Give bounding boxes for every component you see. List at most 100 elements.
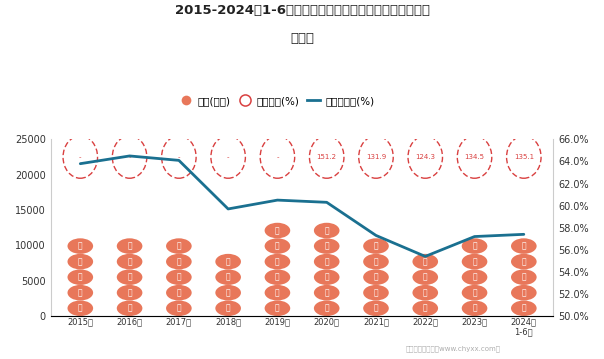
Text: 债: 债 xyxy=(226,273,231,282)
Text: 债: 债 xyxy=(324,242,329,251)
Text: 债: 债 xyxy=(472,273,477,282)
Ellipse shape xyxy=(314,285,339,300)
Ellipse shape xyxy=(68,269,93,285)
Text: 134.5: 134.5 xyxy=(464,154,484,160)
Text: 债: 债 xyxy=(521,242,526,251)
Text: 债: 债 xyxy=(78,288,83,297)
Ellipse shape xyxy=(265,285,291,300)
Text: 135.1: 135.1 xyxy=(514,154,534,160)
Ellipse shape xyxy=(461,269,487,285)
Text: -: - xyxy=(178,154,180,160)
Ellipse shape xyxy=(511,254,536,269)
Text: -: - xyxy=(276,154,278,160)
Ellipse shape xyxy=(314,269,339,285)
Ellipse shape xyxy=(265,238,291,254)
Text: 债: 债 xyxy=(521,304,526,313)
Text: 债: 债 xyxy=(176,273,181,282)
Ellipse shape xyxy=(511,300,536,316)
Text: 债: 债 xyxy=(176,257,181,266)
Text: 债: 债 xyxy=(374,257,378,266)
Text: 债: 债 xyxy=(472,242,477,251)
Ellipse shape xyxy=(314,254,339,269)
Text: -: - xyxy=(79,154,82,160)
Ellipse shape xyxy=(461,238,487,254)
Ellipse shape xyxy=(117,285,143,300)
Ellipse shape xyxy=(363,285,389,300)
Text: 债: 债 xyxy=(275,273,280,282)
Text: 债: 债 xyxy=(324,226,329,235)
Text: 债: 债 xyxy=(275,257,280,266)
Ellipse shape xyxy=(117,269,143,285)
Ellipse shape xyxy=(68,285,93,300)
Text: 债: 债 xyxy=(127,257,132,266)
Text: 债: 债 xyxy=(521,257,526,266)
Ellipse shape xyxy=(117,238,143,254)
Text: 债: 债 xyxy=(423,288,428,297)
Text: 债: 债 xyxy=(275,304,280,313)
Text: 124.3: 124.3 xyxy=(416,154,435,160)
Ellipse shape xyxy=(511,269,536,285)
Text: 债: 债 xyxy=(275,242,280,251)
Text: 债: 债 xyxy=(127,273,132,282)
Text: -: - xyxy=(227,154,230,160)
Ellipse shape xyxy=(166,238,191,254)
Ellipse shape xyxy=(314,300,339,316)
Ellipse shape xyxy=(216,300,241,316)
Text: 债: 债 xyxy=(226,288,231,297)
Ellipse shape xyxy=(68,254,93,269)
Text: 债: 债 xyxy=(423,304,428,313)
Text: 债: 债 xyxy=(374,304,378,313)
Ellipse shape xyxy=(166,285,191,300)
Text: 债: 债 xyxy=(226,257,231,266)
Text: 统计图: 统计图 xyxy=(290,32,314,45)
Text: 债: 债 xyxy=(226,304,231,313)
Text: 债: 债 xyxy=(78,273,83,282)
Ellipse shape xyxy=(413,285,438,300)
Ellipse shape xyxy=(511,285,536,300)
Ellipse shape xyxy=(265,269,291,285)
Text: 债: 债 xyxy=(78,304,83,313)
Text: 2015-2024年1-6月石油、煤炭及其他燃料加工业企业负债: 2015-2024年1-6月石油、煤炭及其他燃料加工业企业负债 xyxy=(175,4,429,17)
Ellipse shape xyxy=(216,285,241,300)
Ellipse shape xyxy=(265,254,291,269)
Ellipse shape xyxy=(216,269,241,285)
Ellipse shape xyxy=(265,223,291,238)
Text: 债: 债 xyxy=(176,288,181,297)
Text: 131.9: 131.9 xyxy=(366,154,386,160)
Text: 债: 债 xyxy=(472,288,477,297)
Text: 债: 债 xyxy=(275,288,280,297)
Legend: 负债(亿元), 产权比率(%), 资产负债率(%): 负债(亿元), 产权比率(%), 资产负债率(%) xyxy=(175,92,379,110)
Ellipse shape xyxy=(461,285,487,300)
Text: 债: 债 xyxy=(176,304,181,313)
Text: 债: 债 xyxy=(176,242,181,251)
Ellipse shape xyxy=(511,238,536,254)
Text: 债: 债 xyxy=(127,304,132,313)
Text: 债: 债 xyxy=(324,273,329,282)
Text: 151.2: 151.2 xyxy=(316,154,336,160)
Text: 债: 债 xyxy=(374,273,378,282)
Text: 债: 债 xyxy=(521,288,526,297)
Ellipse shape xyxy=(363,269,389,285)
Ellipse shape xyxy=(314,223,339,238)
Ellipse shape xyxy=(314,238,339,254)
Text: 债: 债 xyxy=(324,304,329,313)
Ellipse shape xyxy=(117,300,143,316)
Text: -: - xyxy=(128,154,131,160)
Text: 债: 债 xyxy=(275,226,280,235)
Text: 债: 债 xyxy=(78,242,83,251)
Ellipse shape xyxy=(216,254,241,269)
Ellipse shape xyxy=(68,238,93,254)
Ellipse shape xyxy=(363,300,389,316)
Ellipse shape xyxy=(166,254,191,269)
Ellipse shape xyxy=(68,300,93,316)
Ellipse shape xyxy=(363,238,389,254)
Text: 债: 债 xyxy=(374,242,378,251)
Ellipse shape xyxy=(413,269,438,285)
Text: 债: 债 xyxy=(127,242,132,251)
Text: 债: 债 xyxy=(324,288,329,297)
Text: 债: 债 xyxy=(423,273,428,282)
Text: 债: 债 xyxy=(472,304,477,313)
Text: 债: 债 xyxy=(127,288,132,297)
Ellipse shape xyxy=(166,269,191,285)
Ellipse shape xyxy=(117,254,143,269)
